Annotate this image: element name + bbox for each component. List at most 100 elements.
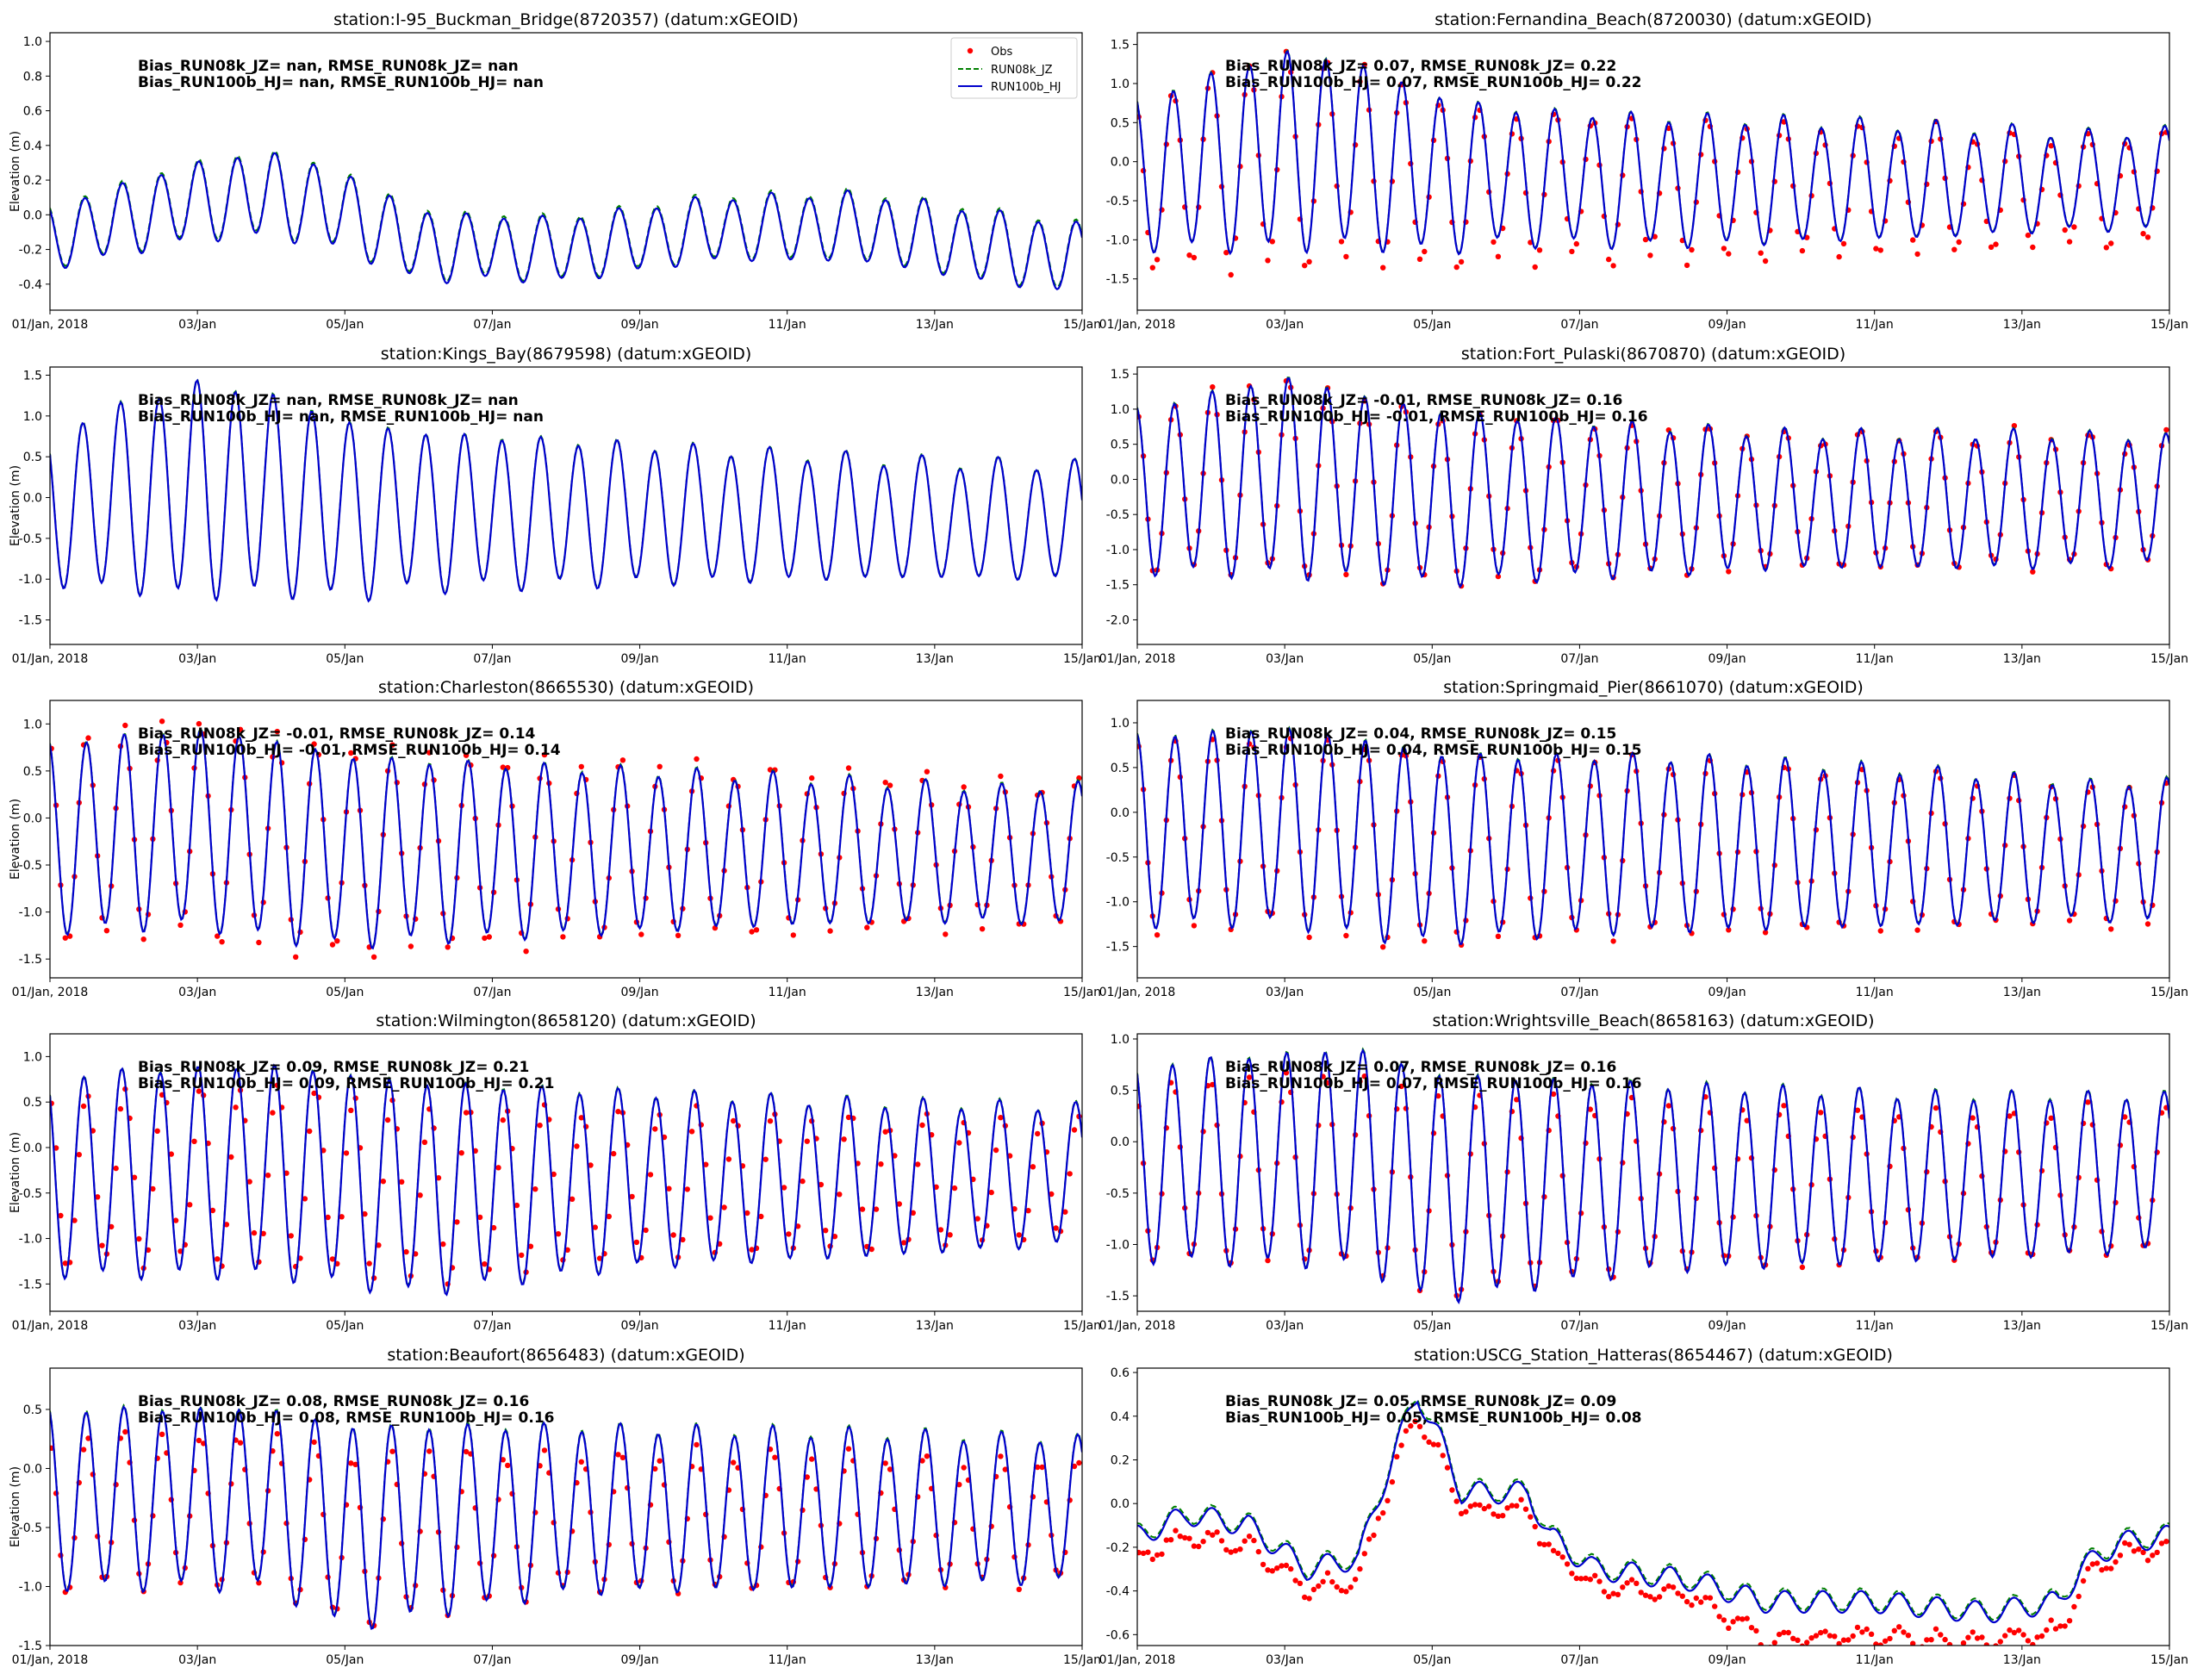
y-tick-label: 0.5	[1111, 439, 1130, 452]
obs-point	[1726, 251, 1732, 257]
obs-point	[1210, 1532, 1216, 1538]
obs-point	[611, 1150, 617, 1157]
y-tick-label: 0.4	[1111, 1410, 1130, 1424]
obs-point	[1541, 1541, 1547, 1547]
obs-point	[1422, 1434, 1428, 1440]
obs-point	[1408, 1422, 1414, 1429]
stats-annotation: Bias_RUN100b_HJ= 0.07, RMSE_RUN100b_HJ= …	[1225, 1075, 1642, 1092]
obs-point	[1979, 1634, 1985, 1640]
obs-point	[2144, 921, 2151, 927]
obs-point	[2007, 1113, 2013, 1119]
obs-point	[223, 1222, 230, 1228]
obs-point	[1412, 1418, 1418, 1424]
x-tick-label: 09/Jan	[1708, 986, 1746, 999]
y-axis-label: Elevation (m)	[9, 131, 22, 212]
x-tick-label: 13/Jan	[916, 652, 954, 666]
obs-point	[1698, 1599, 1704, 1605]
obs-point	[2099, 1567, 2105, 1573]
chart-title: station:I-95_Buckman_Bridge(8720357) (da…	[333, 10, 799, 29]
obs-point	[596, 1255, 603, 1261]
obs-point	[1449, 1487, 1455, 1493]
obs-point	[629, 1193, 635, 1200]
obs-point	[1983, 1642, 1989, 1646]
chart-panel-7: station:Wilmington(8658120) (datum:xGEOI…	[9, 1011, 1101, 1333]
obs-point	[495, 1165, 501, 1171]
obs-point	[1758, 1642, 1764, 1646]
obs-point	[1799, 247, 1806, 254]
x-tick-label: 15/Jan	[2150, 1653, 2188, 1667]
obs-point	[569, 1196, 576, 1202]
obs-point	[1279, 1563, 1285, 1569]
obs-point	[845, 1446, 852, 1452]
stats-annotation: Bias_RUN100b_HJ= 0.05, RMSE_RUN100b_HJ= …	[1225, 1409, 1642, 1427]
y-tick-label: 0.8	[23, 70, 42, 84]
x-tick-label: 13/Jan	[916, 986, 954, 999]
stats-annotation: Bias_RUN08k_JZ= 0.07, RMSE_RUN08k_JZ= 0.…	[1225, 1059, 1616, 1076]
obs-point	[1154, 932, 1161, 938]
obs-point	[80, 1103, 87, 1110]
obs-point	[578, 1459, 584, 1465]
y-tick-label: 1.5	[1111, 39, 1130, 53]
y-tick-label: -1.0	[19, 1233, 42, 1247]
obs-point	[2025, 232, 2032, 239]
obs-point	[1385, 1497, 1391, 1503]
obs-point	[680, 1236, 686, 1243]
obs-point	[1186, 252, 1192, 258]
obs-point	[1610, 938, 1616, 944]
y-tick-label: 1.0	[1111, 403, 1130, 417]
x-tick-label: 11/Jan	[769, 652, 806, 666]
obs-point	[403, 1248, 409, 1255]
obs-point	[1352, 1577, 1359, 1583]
y-tick-label: 0.0	[23, 1462, 42, 1476]
x-tick-label: 03/Jan	[1266, 652, 1304, 666]
run100b-line	[1137, 377, 2169, 589]
obs-point	[1873, 1641, 1879, 1646]
x-tick-label: 07/Jan	[473, 318, 511, 332]
obs-point	[1283, 1562, 1290, 1569]
obs-point	[1049, 1191, 1055, 1198]
obs-point	[1486, 1503, 1492, 1509]
obs-point	[228, 1154, 234, 1160]
obs-point	[1251, 1537, 1257, 1544]
obs-point	[288, 1233, 294, 1239]
obs-point	[463, 752, 470, 758]
obs-point	[998, 1115, 1004, 1121]
obs-point	[1942, 1636, 1948, 1643]
obs-point	[551, 1171, 557, 1178]
run100b-line	[1137, 726, 2169, 946]
chart-title: station:Wilmington(8658120) (datum:xGEOI…	[376, 1011, 756, 1030]
obs-point	[1394, 1453, 1400, 1459]
chart-title: station:USCG_Station_Hatteras(8654467) (…	[1414, 1346, 1893, 1365]
obs-point	[1210, 1081, 1216, 1088]
stats-annotation: Bias_RUN08k_JZ= nan, RMSE_RUN08k_JZ= nan	[138, 58, 519, 75]
obs-point	[2154, 1549, 2160, 1556]
obs-point	[1960, 1640, 1967, 1646]
obs-point	[1361, 1073, 1367, 1080]
obs-point	[131, 1174, 138, 1180]
obs-point	[366, 1260, 372, 1266]
obs-point	[615, 1452, 621, 1458]
obs-point	[2144, 1558, 2151, 1564]
obs-point	[1781, 1103, 1787, 1109]
obs-point	[1938, 1632, 1944, 1638]
obs-point	[1628, 1577, 1635, 1583]
obs-point	[1361, 1551, 1367, 1557]
x-tick-label: 09/Jan	[621, 652, 659, 666]
y-tick-label: -1.0	[1106, 544, 1130, 557]
obs-point	[1076, 1459, 1082, 1466]
obs-point	[1357, 1565, 1363, 1572]
x-tick-label: 03/Jan	[1266, 318, 1304, 332]
obs-point	[1840, 240, 1847, 247]
obs-point	[868, 1246, 874, 1253]
obs-point	[1818, 1110, 1824, 1116]
obs-point	[311, 1090, 317, 1097]
chart-panel-6: station:Springmaid_Pier(8661070) (datum:…	[1099, 678, 2188, 999]
obs-point	[1071, 1127, 1078, 1133]
obs-point	[1173, 1528, 1179, 1534]
obs-point	[408, 943, 414, 949]
obs-point	[1196, 1543, 1202, 1550]
obs-point	[1546, 1541, 1552, 1547]
y-tick-label: 0.0	[23, 1142, 42, 1155]
x-tick-label: 03/Jan	[178, 986, 216, 999]
obs-point	[1910, 1640, 1916, 1646]
